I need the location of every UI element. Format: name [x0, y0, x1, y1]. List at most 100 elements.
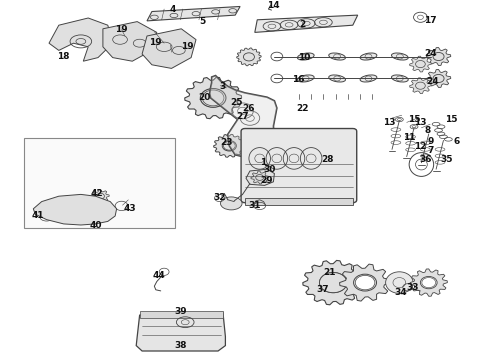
- Circle shape: [396, 76, 403, 81]
- Text: 34: 34: [394, 288, 407, 297]
- Circle shape: [365, 76, 372, 81]
- Text: 2: 2: [300, 20, 306, 29]
- Circle shape: [60, 204, 73, 215]
- Circle shape: [319, 273, 347, 293]
- Ellipse shape: [360, 53, 377, 60]
- Polygon shape: [142, 29, 196, 68]
- Polygon shape: [214, 134, 245, 157]
- Polygon shape: [210, 76, 277, 158]
- Polygon shape: [251, 171, 269, 184]
- Text: 41: 41: [32, 211, 45, 220]
- Ellipse shape: [329, 75, 345, 82]
- Circle shape: [354, 274, 376, 291]
- Bar: [245, 198, 353, 205]
- Circle shape: [200, 89, 226, 107]
- Polygon shape: [426, 69, 451, 87]
- Text: 19: 19: [149, 38, 162, 47]
- Ellipse shape: [386, 272, 413, 293]
- Text: 37: 37: [316, 285, 329, 294]
- Polygon shape: [185, 77, 242, 119]
- Ellipse shape: [392, 75, 408, 82]
- Text: 21: 21: [323, 269, 336, 277]
- Polygon shape: [103, 22, 157, 61]
- Polygon shape: [81, 201, 107, 220]
- Text: 43: 43: [123, 204, 136, 212]
- Circle shape: [433, 53, 444, 60]
- Text: 15: 15: [444, 115, 457, 124]
- Text: 29: 29: [261, 176, 273, 185]
- Text: 15: 15: [408, 115, 420, 124]
- Text: 8: 8: [424, 126, 430, 135]
- Circle shape: [302, 54, 309, 59]
- Text: 19: 19: [115, 25, 128, 34]
- Polygon shape: [410, 269, 447, 296]
- Circle shape: [222, 141, 236, 151]
- Circle shape: [319, 273, 347, 293]
- Circle shape: [422, 278, 436, 288]
- Text: 38: 38: [174, 341, 187, 350]
- Text: 17: 17: [424, 16, 437, 25]
- Polygon shape: [92, 190, 109, 203]
- Text: 13: 13: [383, 118, 396, 127]
- Text: 7: 7: [427, 146, 434, 155]
- Polygon shape: [49, 18, 113, 61]
- Polygon shape: [33, 194, 117, 225]
- FancyBboxPatch shape: [241, 129, 357, 203]
- Text: 28: 28: [321, 154, 334, 163]
- Ellipse shape: [329, 53, 345, 60]
- Text: 3: 3: [220, 82, 226, 91]
- Text: 26: 26: [243, 104, 255, 112]
- Text: 40: 40: [89, 220, 102, 230]
- Polygon shape: [410, 78, 431, 94]
- Text: 32: 32: [213, 193, 226, 202]
- Text: 9: 9: [427, 136, 434, 145]
- Text: 42: 42: [91, 189, 103, 198]
- Text: 13: 13: [414, 118, 427, 127]
- Text: 35: 35: [441, 154, 453, 163]
- Ellipse shape: [297, 53, 314, 60]
- Polygon shape: [426, 48, 451, 66]
- Circle shape: [355, 275, 375, 290]
- Circle shape: [88, 206, 100, 215]
- Ellipse shape: [392, 53, 408, 60]
- Bar: [140, 311, 223, 318]
- Polygon shape: [147, 6, 240, 21]
- Circle shape: [416, 82, 425, 89]
- Text: 30: 30: [263, 165, 276, 174]
- Circle shape: [396, 54, 403, 59]
- Polygon shape: [136, 312, 225, 351]
- Text: 10: 10: [297, 53, 310, 62]
- Text: 23: 23: [220, 138, 233, 147]
- Bar: [24, 138, 175, 228]
- Text: 11: 11: [403, 133, 416, 142]
- Text: 24: 24: [424, 49, 437, 58]
- Text: 12: 12: [414, 143, 427, 152]
- Text: 24: 24: [426, 77, 439, 85]
- Text: 16: 16: [292, 76, 304, 85]
- Text: 36: 36: [419, 154, 432, 163]
- Polygon shape: [237, 48, 261, 66]
- Text: 4: 4: [169, 4, 176, 13]
- Circle shape: [416, 60, 425, 68]
- Polygon shape: [255, 15, 358, 32]
- Text: 44: 44: [153, 271, 166, 280]
- Circle shape: [334, 76, 341, 81]
- Text: 6: 6: [454, 136, 460, 145]
- Polygon shape: [410, 56, 431, 72]
- Circle shape: [420, 276, 437, 289]
- Circle shape: [365, 54, 372, 59]
- Ellipse shape: [360, 75, 377, 82]
- Text: 18: 18: [57, 52, 70, 61]
- Polygon shape: [340, 264, 391, 301]
- Circle shape: [256, 175, 264, 180]
- Polygon shape: [51, 199, 81, 220]
- Circle shape: [302, 76, 309, 81]
- Text: 20: 20: [198, 94, 211, 102]
- Text: 27: 27: [236, 112, 249, 121]
- Text: 14: 14: [267, 1, 280, 10]
- Circle shape: [244, 53, 254, 61]
- Ellipse shape: [297, 75, 314, 82]
- Polygon shape: [303, 260, 364, 305]
- Circle shape: [97, 193, 104, 199]
- Text: 19: 19: [181, 41, 194, 50]
